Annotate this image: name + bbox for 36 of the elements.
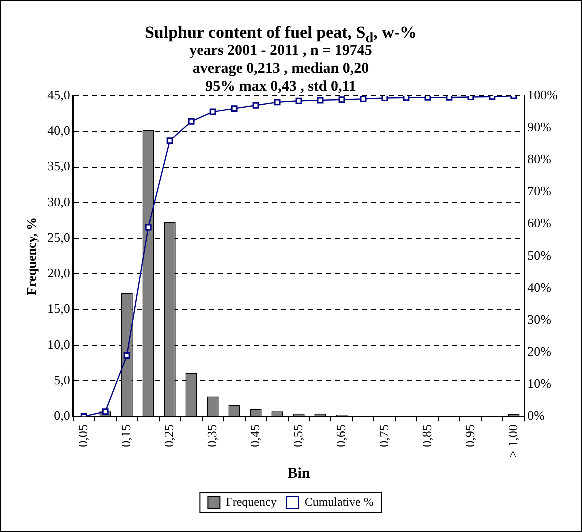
x-axis-title: Bin [288,466,311,482]
x-tick-label: 0,75 [376,424,392,448]
x-tick-label: 0,35 [204,424,220,448]
x-tick-label: 0,95 [462,424,478,448]
legend-label: Cumulative % [304,495,374,510]
y2-tick-label: 20% [528,344,552,359]
y-tick-label: 45,0 [48,87,70,102]
x-tick-label: 0,15 [118,424,134,448]
y-tick-label: 10,0 [48,336,70,352]
x-tick-label: 0,65 [333,424,348,448]
y2-tick-label: 100% [528,87,558,102]
y-tick-label: 30,0 [48,194,70,210]
y2-tick-label: 90% [528,119,552,134]
y2-tick-label: 80% [528,152,552,167]
y2-tick-label: 50% [528,248,552,263]
y-tick-label: 15,0 [48,301,70,316]
y-tick-label: 25,0 [48,230,70,245]
y-tick-label: 35,0 [48,158,70,174]
y-tick-label: 0,0 [54,408,70,424]
legend-label: Frequency [226,495,277,510]
x-tick-label: 0,85 [419,424,434,448]
x-tick-label: 0,45 [247,424,262,448]
y2-tick-label: 30% [528,312,552,327]
y2-tick-label: 60% [528,216,552,231]
y-tick-label: 20,0 [48,266,70,281]
y-tick-label: 40,0 [48,123,70,138]
y2-tick-label: 40% [528,280,552,295]
x-tick-label: 0,05 [76,424,91,448]
y2-tick-label: 10% [528,376,552,392]
y-tick-label: 5,0 [54,372,70,388]
x-tick-label: 0,55 [290,424,306,448]
y2-tick-label: 70% [528,184,552,199]
y2-tick-label: 0% [528,408,546,424]
x-tick-label: > 1,00 [505,424,520,458]
x-tick-label: 0,25 [161,424,176,448]
y-axis-title: Frequency, % [24,217,40,296]
